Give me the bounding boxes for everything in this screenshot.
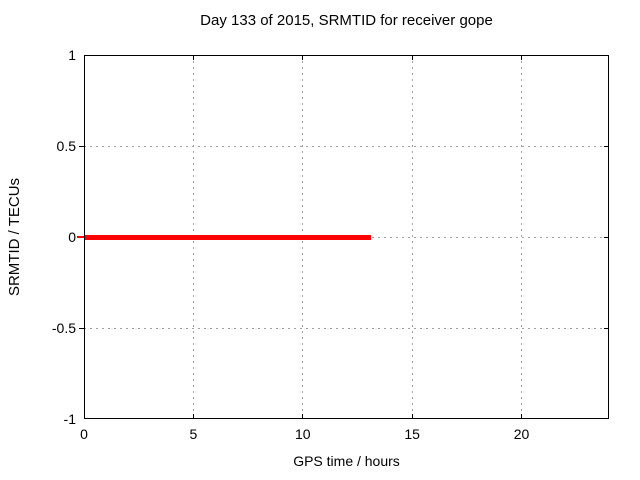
- y-axis-label: SRMTID / TECUs: [6, 177, 23, 297]
- y-tick-label: 1: [68, 47, 76, 63]
- gridline-y: [84, 327, 609, 329]
- x-axis-label: GPS time / hours: [293, 453, 400, 469]
- y-tick-mark-right: [604, 145, 609, 147]
- y-tick-mark-left: [79, 145, 84, 147]
- y-tick-mark-right: [604, 327, 609, 329]
- chart-title: Day 133 of 2015, SRMTID for receiver gop…: [200, 12, 493, 29]
- y-tick-label: -1: [63, 411, 76, 427]
- data-line-start-cap: [77, 236, 84, 238]
- x-tick-mark-top: [192, 55, 194, 60]
- plot-area: [77, 55, 609, 419]
- y-tick-label: -0.5: [51, 320, 76, 336]
- x-tick-mark-bottom: [521, 414, 522, 419]
- x-tick-mark-bottom: [302, 414, 304, 419]
- data-line-srmtid: [84, 234, 371, 240]
- x-tick-mark-bottom: [192, 414, 194, 419]
- x-tick-mark-top: [302, 55, 304, 60]
- x-tick-mark-bottom: [411, 414, 413, 419]
- x-tick-mark-top: [521, 55, 522, 60]
- x-tick-label: 0: [80, 426, 88, 442]
- x-tick-label: 5: [189, 426, 198, 442]
- y-tick-mark-right: [604, 236, 609, 238]
- y-tick-label: 0.5: [56, 138, 76, 154]
- x-tick-label: 15: [404, 426, 420, 442]
- x-tick-label: 20: [513, 426, 530, 442]
- y-tick-mark-left: [79, 327, 84, 329]
- y-tick-label: 0: [68, 229, 76, 245]
- x-tick-mark-top: [411, 55, 413, 60]
- x-tick-label: 10: [294, 426, 311, 442]
- gridline-y: [84, 145, 609, 147]
